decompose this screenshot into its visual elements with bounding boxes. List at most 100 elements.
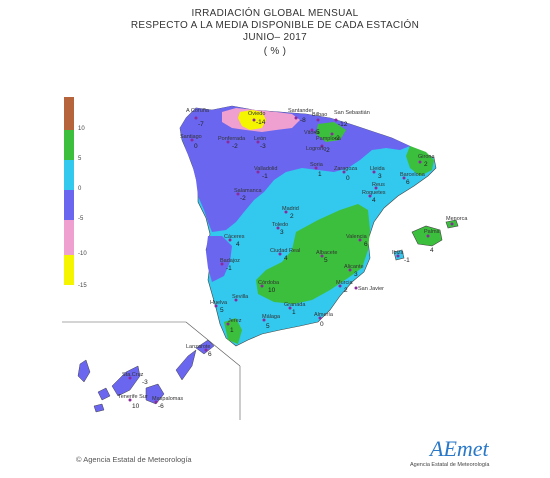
svg-text:1: 1 — [318, 171, 322, 178]
svg-text:5: 5 — [324, 257, 328, 264]
island-lanzarote — [195, 339, 215, 355]
svg-text:Zaragoza: Zaragoza — [334, 166, 358, 172]
svg-text:2: 2 — [290, 213, 294, 220]
svg-text:6: 6 — [364, 241, 368, 248]
svg-text:-3: -3 — [260, 143, 266, 150]
station-madrid: Madrid 2 — [282, 206, 299, 220]
station-lleida: Lleida 3 — [370, 166, 386, 180]
svg-text:-1: -1 — [404, 257, 410, 264]
station-soria: Soria 1 — [310, 162, 324, 178]
svg-text:Reus: Reus — [372, 182, 385, 188]
svg-text:Almería: Almería — [314, 312, 334, 318]
station-valencia: Valencia 6 — [346, 234, 368, 248]
svg-text:San Javier: San Javier — [358, 286, 384, 292]
svg-text:Madrid: Madrid — [282, 206, 299, 212]
station-tenerife-sur: Tenerife Sur 10 — [118, 394, 148, 410]
svg-text:4: 4 — [430, 247, 434, 254]
legend: 10 5 0 -5 -10 -15 — [64, 97, 87, 289]
svg-text:San Sebastián: San Sebastián — [334, 110, 370, 116]
station-sevilla: Sevilla — [232, 294, 249, 302]
station-san-javier: San Javier — [354, 286, 384, 292]
legend-band-0-5 — [64, 160, 74, 190]
svg-text:Maspalomas: Maspalomas — [152, 396, 183, 402]
svg-text:Ponferrada: Ponferrada — [218, 136, 246, 142]
svg-text:-2: -2 — [324, 147, 330, 154]
legend-band-minus15-minus10 — [64, 255, 74, 285]
region-below-minus10 — [238, 110, 266, 130]
station-almeria: Almería 0 — [314, 312, 334, 328]
svg-text:0: 0 — [320, 321, 324, 328]
svg-text:2: 2 — [424, 161, 428, 168]
island-tenerife — [111, 365, 141, 397]
station-logrono: Logroño -2 — [306, 144, 330, 154]
station-santiago: Santiago 0 — [180, 134, 202, 150]
svg-text:Lleida: Lleida — [370, 166, 386, 172]
station-huelva: Huelva 5 — [210, 300, 228, 314]
station-palma: Palma 4 — [424, 229, 441, 254]
svg-text:-6: -6 — [158, 403, 164, 410]
svg-text:Sta.Cruz: Sta.Cruz — [122, 372, 144, 378]
station-albacete: Albacete 5 — [316, 250, 337, 264]
station-vitoria: Vitoria -5 — [304, 128, 320, 136]
svg-text:-12: -12 — [338, 121, 348, 128]
svg-text:Sevilla: Sevilla — [232, 294, 249, 300]
svg-text:-2: -2 — [240, 195, 246, 202]
svg-text:-2: -2 — [334, 135, 340, 142]
region-5-10-southeast — [256, 204, 370, 304]
svg-text:-2: -2 — [232, 143, 238, 150]
svg-text:4: 4 — [236, 241, 240, 248]
svg-text:10: 10 — [132, 403, 140, 410]
svg-text:Santander: Santander — [288, 108, 314, 114]
svg-text:Oviedo: Oviedo — [248, 111, 265, 117]
station-murcia: Murcia 2 — [336, 280, 353, 294]
svg-text:Málaga: Málaga — [262, 314, 281, 320]
svg-text:-8: -8 — [300, 117, 306, 124]
svg-text:0: 0 — [346, 175, 350, 182]
svg-text:Roquetes: Roquetes — [362, 190, 386, 196]
station-roquetes: Roquetes 4 — [362, 190, 386, 204]
svg-text:Girona: Girona — [418, 154, 435, 160]
station-cordoba: Córdoba 10 — [258, 280, 280, 294]
aemet-logo-subtitle: Agencia Estatal de Meteorología — [410, 462, 490, 468]
svg-text:Jerez: Jerez — [228, 318, 242, 324]
station-pamplona: Pamplona -2 — [316, 132, 342, 142]
svg-text:A Coruña: A Coruña — [186, 108, 210, 114]
svg-text:4: 4 — [372, 197, 376, 204]
legend-band-5-10 — [64, 130, 74, 160]
station-toledo: Toledo 3 — [272, 222, 288, 236]
island-gran-canaria — [145, 383, 165, 405]
legend-label-10: 10 — [78, 126, 85, 132]
region-5-10-navarra — [316, 122, 346, 142]
svg-text:-14: -14 — [256, 119, 266, 126]
station-ponferrada: Ponferrada -2 — [218, 136, 246, 150]
station-sta-cruz: Sta.Cruz -3 — [122, 372, 148, 386]
svg-text:3: 3 — [378, 173, 382, 180]
map-title-unit: ( % ) — [263, 46, 287, 57]
map-title-line2: RESPECTO A LA MEDIA DISPONIBLE DE CADA E… — [130, 20, 420, 31]
station-oviedo: Oviedo -14 — [248, 111, 266, 126]
svg-text:2: 2 — [344, 287, 348, 294]
station-alicante: Alicante 3 — [344, 264, 364, 278]
island-la-gomera — [97, 387, 111, 401]
station-santander: Santander -8 — [288, 108, 314, 124]
inset-border-diagonal — [185, 321, 241, 367]
svg-text:6: 6 — [208, 351, 212, 358]
station-salamanca: Salamanca -2 — [234, 188, 262, 202]
svg-text:-7: -7 — [198, 121, 204, 128]
stations: A Coruña -7 Oviedo -14 Santander -8 Bilb… — [118, 108, 468, 410]
svg-text:Córdoba: Córdoba — [258, 280, 280, 286]
svg-text:-1: -1 — [226, 265, 232, 272]
station-barcelona: Barcelona 6 — [400, 172, 426, 186]
map-title-line3: JUNIO– 2017 — [243, 32, 307, 43]
svg-text:Albacete: Albacete — [316, 250, 337, 256]
station-zaragoza: Zaragoza 0 — [334, 166, 358, 182]
legend-label-minus5: -5 — [78, 216, 84, 222]
svg-text:Huelva: Huelva — [210, 300, 228, 306]
svg-text:Lanzarote: Lanzarote — [186, 344, 210, 350]
svg-text:Tenerife Sur: Tenerife Sur — [118, 394, 148, 400]
copyright-text: © Agencia Estatal de Meteorología — [76, 455, 192, 464]
legend-band-minus10-minus5 — [64, 220, 74, 255]
region-minus5-0-west — [206, 236, 232, 282]
svg-text:5: 5 — [266, 323, 270, 330]
